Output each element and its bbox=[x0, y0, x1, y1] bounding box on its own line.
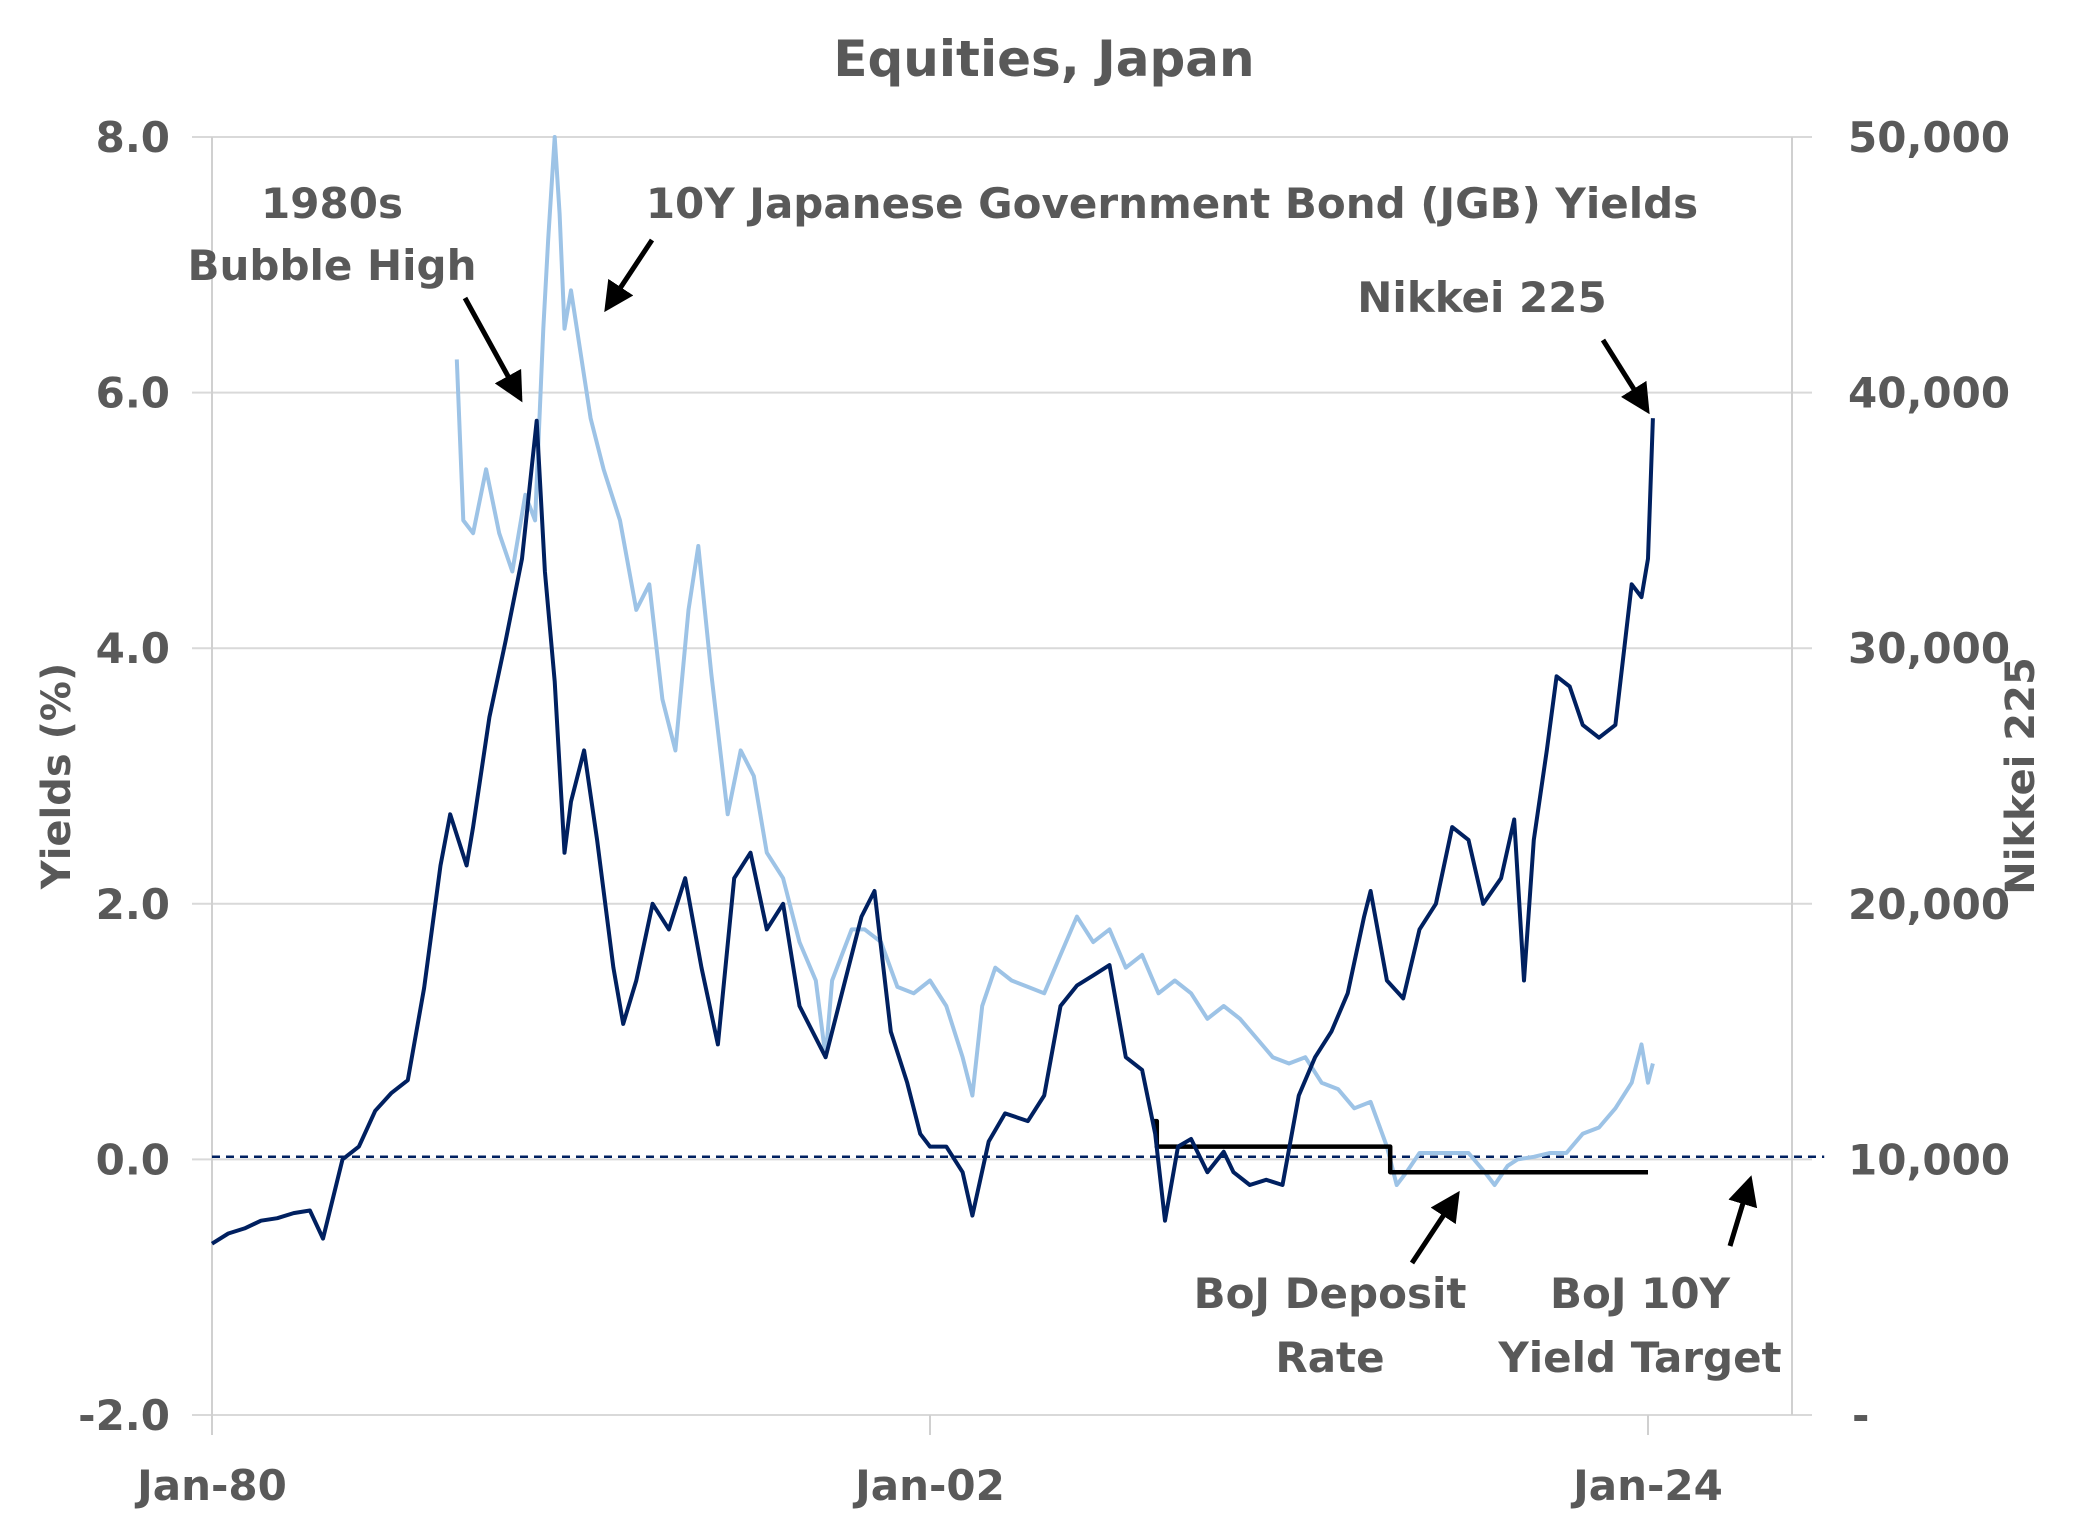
x-tick-label: Jan-24 bbox=[1570, 1461, 1723, 1510]
annotation-text: Bubble High bbox=[187, 241, 476, 290]
y-right-tick-label: 20,000 bbox=[1848, 880, 2010, 929]
x-tick-labels: Jan-80 Jan-02 Jan-24 bbox=[134, 1461, 1723, 1510]
y-right-axis-label: Nikkei 225 bbox=[1998, 657, 2044, 895]
arrow-icon bbox=[604, 238, 655, 313]
arrow-icon bbox=[1600, 338, 1650, 415]
annotation-nikkei: Nikkei 225 bbox=[1357, 273, 1650, 415]
y-left-axis-label: Yields (%) bbox=[34, 663, 80, 891]
arrow-icon bbox=[1727, 1175, 1758, 1247]
annotation-text: BoJ 10Y bbox=[1550, 1269, 1731, 1318]
annotations: 1980s Bubble High 10Y Japanese Government … bbox=[187, 179, 1781, 1382]
annotation-deposit: BoJ Deposit Rate bbox=[1194, 1190, 1467, 1382]
series-line-boj-deposit-rate bbox=[1153, 1118, 1648, 1175]
annotation-text: Yield Target bbox=[1497, 1333, 1781, 1382]
y-right-tick-label: 10,000 bbox=[1848, 1135, 2010, 1184]
annotation-ycc: BoJ 10Y Yield Target bbox=[1497, 1175, 1782, 1382]
axes bbox=[211, 137, 1793, 1435]
series-line-10y-japanese-government-bond-jgb-yields bbox=[454, 135, 1655, 1187]
chart-title: Equities, Japan bbox=[833, 30, 1254, 88]
annotation-text: Rate bbox=[1275, 1333, 1384, 1382]
annotation-jgb: 10Y Japanese Government Bond (JGB) Yield… bbox=[604, 179, 1698, 313]
y-right-tick-label: 50,000 bbox=[1848, 113, 2010, 162]
y-right-tick-label: 30,000 bbox=[1848, 624, 2010, 673]
y-left-tick-label: 8.0 bbox=[96, 113, 170, 162]
series-group bbox=[210, 135, 1825, 1246]
arrow-icon bbox=[462, 296, 523, 403]
annotation-bubble: 1980s Bubble High bbox=[187, 179, 523, 403]
annotation-text: BoJ Deposit bbox=[1194, 1269, 1467, 1318]
y-left-tick-label: -2.0 bbox=[78, 1391, 170, 1440]
annotation-text: 10Y Japanese Government Bond (JGB) Yield… bbox=[646, 179, 1698, 228]
y-left-tick-label: 4.0 bbox=[96, 624, 170, 673]
y-right-tick-label: 40,000 bbox=[1848, 369, 2010, 418]
y-left-tick-label: 2.0 bbox=[96, 880, 170, 929]
y-left-tick-labels: -2.0 0.0 2.0 4.0 6.0 8.0 bbox=[78, 113, 170, 1440]
y-right-tick-label: - bbox=[1852, 1391, 1869, 1440]
x-tick-label: Jan-80 bbox=[134, 1461, 287, 1510]
y-left-tick-label: 0.0 bbox=[96, 1135, 170, 1184]
gridlines bbox=[192, 136, 1812, 1416]
y-right-tick-labels: - 10,000 20,000 30,000 40,000 50,000 bbox=[1848, 113, 2010, 1440]
y-left-tick-label: 6.0 bbox=[96, 369, 170, 418]
annotation-text: 1980s bbox=[261, 179, 403, 228]
x-tick-label: Jan-02 bbox=[852, 1461, 1005, 1510]
arrow-icon bbox=[1409, 1190, 1460, 1265]
series-line-nikkei-225 bbox=[210, 418, 1655, 1246]
annotation-text: Nikkei 225 bbox=[1357, 273, 1606, 322]
